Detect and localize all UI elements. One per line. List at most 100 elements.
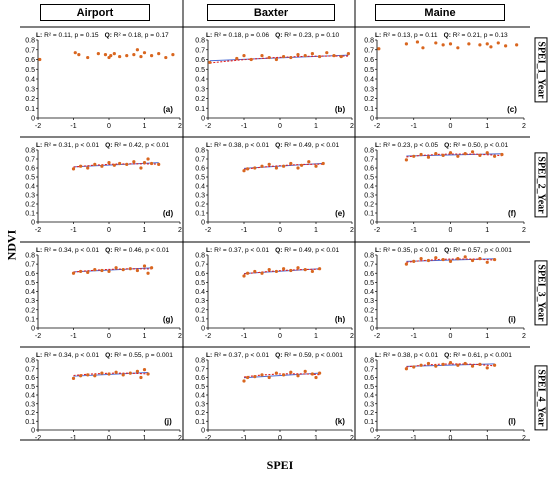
data-point — [303, 369, 307, 373]
data-point — [253, 166, 257, 170]
data-point — [267, 268, 271, 272]
stats-quadratic: R² = 0.18, p = 0.17 — [114, 32, 169, 39]
x-tick-label: 1 — [485, 227, 489, 234]
y-tick-label: 0.4 — [195, 77, 205, 84]
data-point — [93, 268, 97, 272]
y-tick-label: 0.7 — [364, 47, 374, 54]
panel-label: (b) — [335, 105, 346, 114]
stats-quadratic: R² = 0.46, p < 0.01 — [114, 247, 169, 254]
data-point — [112, 52, 116, 56]
data-point — [478, 362, 482, 366]
data-point — [307, 160, 311, 164]
y-tick-label: 0.5 — [364, 175, 374, 182]
quadratic-fit — [73, 268, 152, 273]
data-point — [325, 51, 329, 55]
stats-quadratic-prefix: Q: — [105, 352, 114, 359]
stats-linear: R² = 0.23, p < 0.05 — [383, 142, 438, 149]
y-tick-label: 0.2 — [25, 410, 35, 417]
x-tick-label: 0 — [107, 435, 111, 442]
y-tick-label: 0.2 — [195, 96, 205, 103]
data-point — [157, 52, 161, 56]
data-point — [260, 164, 264, 168]
panel-stats: L: R² = 0.11, p = 0.15 Q: R² = 0.18, p = … — [36, 32, 169, 39]
y-tick-label: 0.4 — [25, 184, 35, 191]
y-tick-label: 0.3 — [25, 298, 35, 305]
y-tick-label: 0.8 — [364, 38, 374, 45]
data-point — [332, 54, 336, 58]
column-header-baxter: Baxter — [207, 4, 335, 21]
panel-label: (d) — [163, 209, 174, 218]
y-tick-label: 0 — [201, 116, 205, 123]
stats-linear: R² = 0.13, p = 0.11 — [383, 32, 438, 39]
linear-fit — [73, 267, 152, 273]
data-point — [434, 364, 438, 368]
y-tick-label: 0.7 — [195, 262, 205, 269]
data-point — [71, 167, 76, 171]
y-tick-label: 0.6 — [195, 166, 205, 173]
data-point — [441, 43, 445, 47]
y-tick-label: 0 — [201, 220, 205, 227]
y-tick-label: 0.8 — [25, 253, 35, 260]
x-tick-label: -1 — [70, 227, 76, 234]
stats-linear: R² = 0.31, p < 0.01 — [44, 142, 99, 149]
y-tick-label: 0.3 — [195, 193, 205, 200]
x-tick-label: -1 — [411, 123, 417, 130]
x-tick-label: -2 — [374, 123, 380, 130]
y-tick-label: 0.5 — [195, 175, 205, 182]
data-point — [86, 270, 90, 274]
data-point — [321, 161, 325, 166]
data-point — [267, 55, 271, 60]
data-point — [456, 154, 460, 158]
x-tick-label: 1 — [485, 333, 489, 340]
data-point — [260, 271, 264, 275]
y-tick-label: 0 — [370, 428, 374, 435]
x-tick-label: -2 — [374, 333, 380, 340]
x-tick-label: 0 — [449, 435, 453, 442]
panel-label: (f) — [508, 209, 516, 218]
y-tick-label: 0.8 — [195, 253, 205, 260]
x-tick-label: -1 — [70, 123, 76, 130]
x-tick-label: 2 — [522, 123, 526, 130]
panel-stats: L: R² = 0.38, p < 0.01 Q: R² = 0.61, p < … — [375, 352, 512, 359]
stats-linear-prefix: L: — [36, 142, 44, 149]
y-tick-label: 0.2 — [195, 202, 205, 209]
x-tick-label: 2 — [522, 435, 526, 442]
data-point — [478, 153, 482, 157]
y-tick-label: 0.7 — [195, 47, 205, 54]
y-tick-label: 0 — [31, 428, 35, 435]
x-tick-label: 0 — [107, 227, 111, 234]
data-point — [404, 262, 408, 266]
x-tick-label: 2 — [178, 435, 182, 442]
y-tick-label: 0.1 — [195, 106, 205, 113]
data-point — [235, 56, 239, 61]
stats-quadratic-prefix: Q: — [275, 247, 284, 254]
data-point — [415, 40, 420, 44]
y-tick-label: 0.1 — [195, 316, 205, 323]
data-point — [289, 268, 293, 273]
data-point — [139, 375, 143, 380]
y-tick-label: 0.1 — [195, 419, 205, 426]
y-tick-label: 0.3 — [195, 298, 205, 305]
data-point — [485, 151, 489, 155]
data-point — [412, 259, 416, 263]
stats-linear-prefix: L: — [36, 32, 44, 39]
x-tick-label: -2 — [35, 227, 41, 234]
data-point — [404, 367, 408, 371]
y-tick-label: 0.2 — [25, 307, 35, 314]
y-tick-label: 0.2 — [195, 307, 205, 314]
y-tick-label: 0.6 — [25, 166, 35, 173]
y-tick-label: 0.1 — [195, 211, 205, 218]
x-tick-label: -1 — [241, 333, 247, 340]
y-tick-label: 0.7 — [195, 157, 205, 164]
y-tick-label: 0.6 — [195, 271, 205, 278]
panel-label: (k) — [335, 417, 345, 426]
stats-quadratic-prefix: Q: — [105, 142, 114, 149]
y-tick-label: 0.4 — [195, 393, 205, 400]
y-tick-label: 0.5 — [364, 280, 374, 287]
x-tick-label: 1 — [143, 333, 147, 340]
y-tick-label: 0.7 — [25, 47, 35, 54]
x-axis-title: SPEI — [266, 458, 294, 472]
y-tick-label: 0.5 — [25, 67, 35, 74]
x-tick-label: 0 — [278, 333, 282, 340]
